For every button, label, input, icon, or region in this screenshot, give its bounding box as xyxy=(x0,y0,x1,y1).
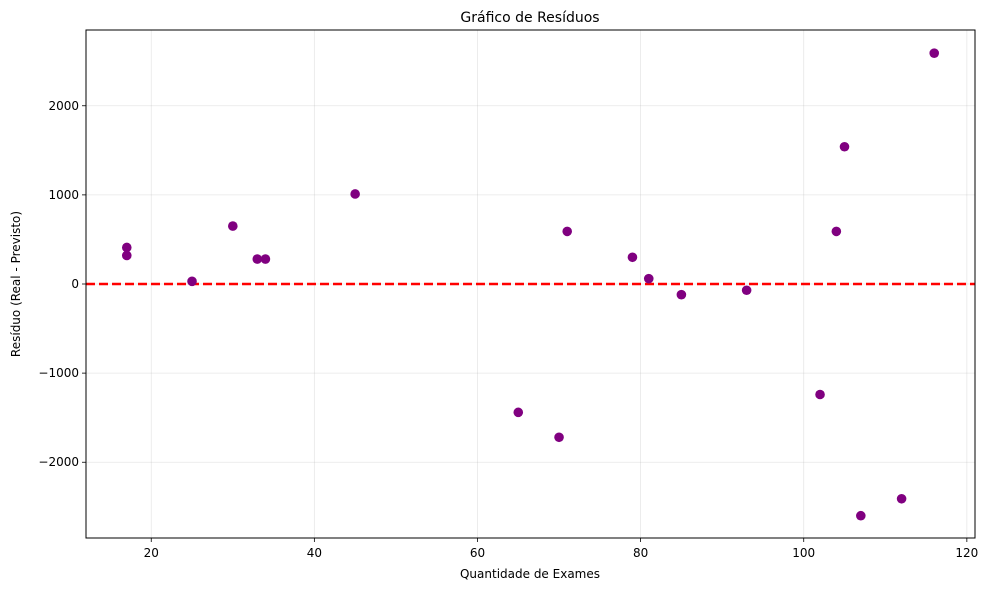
y-tick-label: −2000 xyxy=(38,455,79,469)
data-point xyxy=(839,141,850,152)
data-point xyxy=(228,221,238,231)
data-point xyxy=(831,226,842,237)
y-tick-label: −1000 xyxy=(38,366,79,380)
x-tick-label: 120 xyxy=(955,546,978,560)
x-ticks: 20 40 60 80 100 120 xyxy=(144,538,978,560)
points-layer xyxy=(121,48,940,521)
data-point xyxy=(676,289,687,300)
data-point xyxy=(252,254,263,264)
data-point xyxy=(627,252,638,263)
data-point xyxy=(562,226,573,237)
x-tick-label: 20 xyxy=(144,546,159,560)
data-point xyxy=(554,432,564,443)
data-point xyxy=(121,250,132,261)
data-point xyxy=(121,242,132,253)
y-ticks: −2000 −1000 0 1000 2000 xyxy=(38,99,86,469)
x-tick-label: 80 xyxy=(633,546,648,560)
data-point xyxy=(896,493,907,504)
x-axis-label: Quantidade de Exames xyxy=(460,567,600,581)
data-point xyxy=(741,285,752,296)
data-point xyxy=(815,389,825,400)
y-axis-label: Resíduo (Real - Previsto) xyxy=(9,211,23,357)
chart-title: Gráfico de Resíduos xyxy=(460,10,599,26)
y-tick-label: 2000 xyxy=(48,99,79,113)
x-tick-label: 40 xyxy=(307,546,322,560)
x-tick-label: 100 xyxy=(792,546,815,560)
data-point xyxy=(350,189,360,199)
data-point xyxy=(856,510,866,521)
data-point xyxy=(929,48,940,58)
data-point xyxy=(643,273,654,284)
y-tick-label: 0 xyxy=(71,277,79,291)
data-point xyxy=(513,407,524,418)
data-point xyxy=(260,254,271,264)
y-tick-label: 1000 xyxy=(48,188,79,202)
x-tick-label: 60 xyxy=(470,546,485,560)
data-point xyxy=(187,276,197,287)
